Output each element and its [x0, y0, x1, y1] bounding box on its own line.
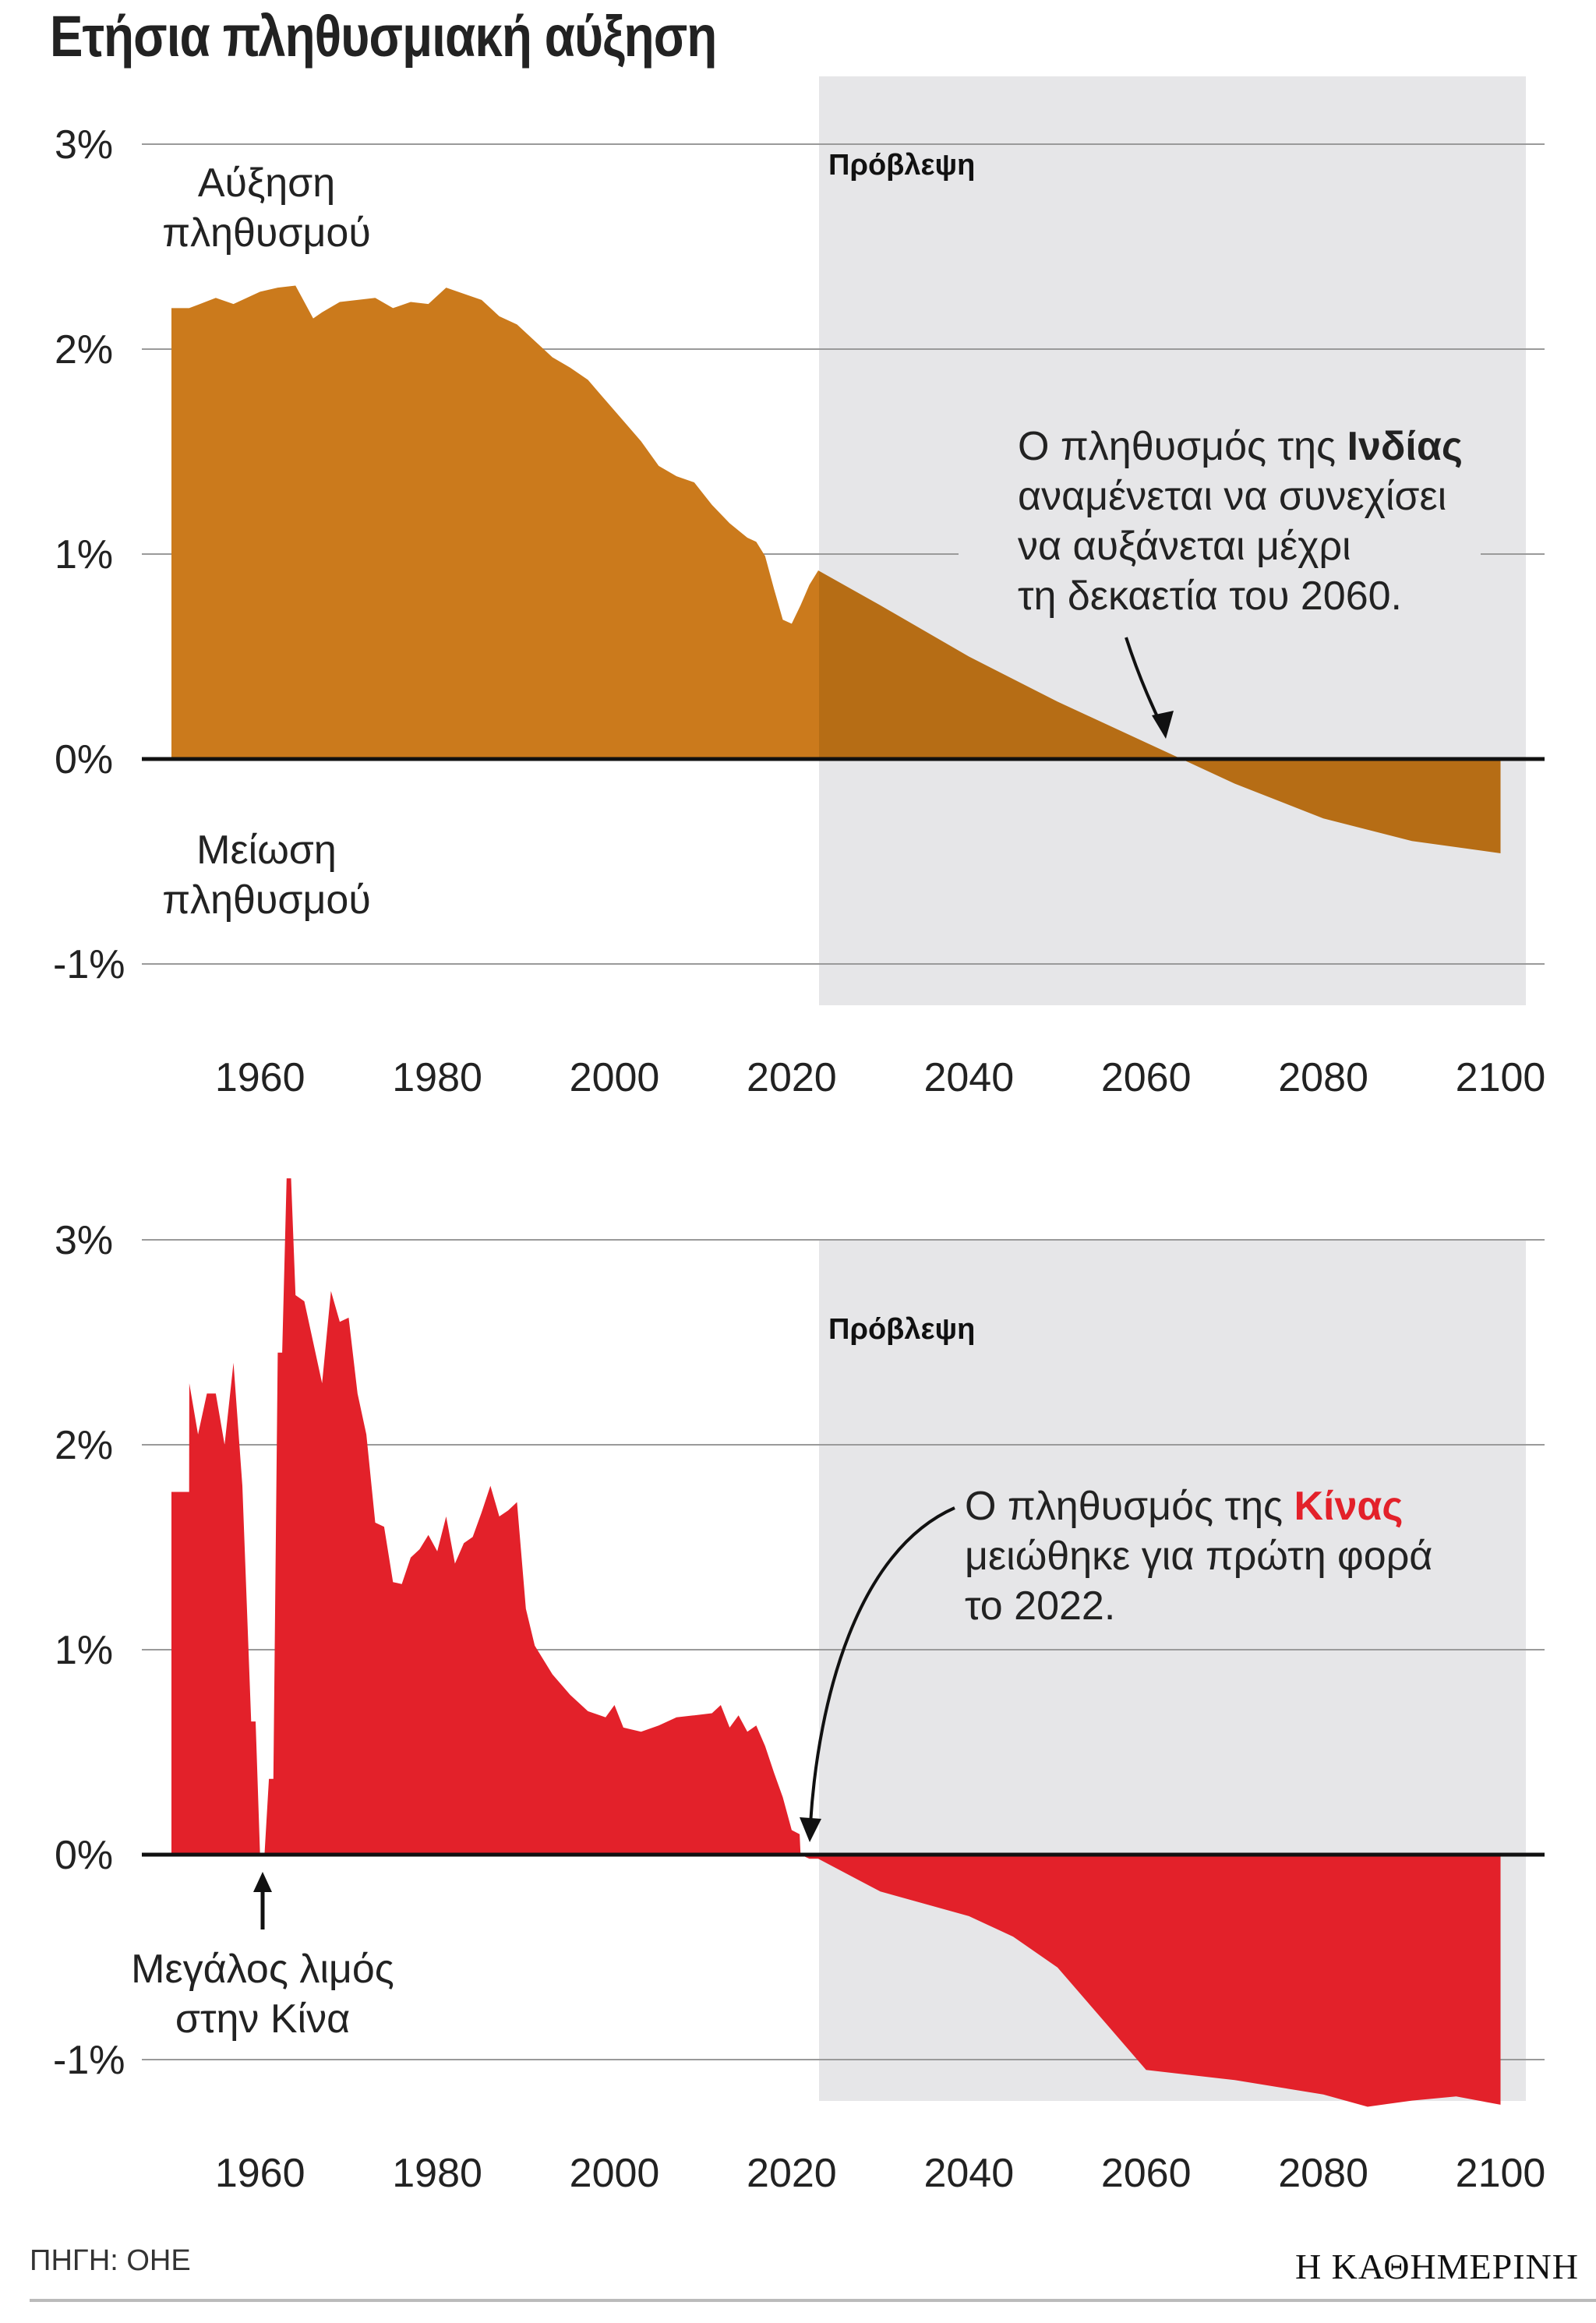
x-tick-label: 2020 — [747, 2151, 837, 2196]
arrow-head — [253, 1872, 272, 1892]
y-tick-label: 0% — [55, 737, 113, 782]
annotation-highlight-india: Ινδίας — [1347, 424, 1463, 469]
annotation-line: το 2022. — [965, 1583, 1115, 1629]
y-tick-label: 0% — [55, 1833, 113, 1878]
x-tick-label: 2040 — [923, 2151, 1014, 2196]
y-tick-label: 2% — [55, 1423, 113, 1468]
brand-logo: Η ΚΑΘΗΜΕΡΙΝΗ — [1294, 2247, 1579, 2286]
x-tick-label: 2020 — [747, 1055, 837, 1100]
india-chart: Πρόβλεψη 3% 2% 1% 0% -1% 1960 1980 2000 2020 2040 2… — [53, 76, 1545, 1100]
decline-label: πληθυσμού — [162, 877, 371, 923]
x-tick-label: 2000 — [570, 2151, 660, 2196]
x-tick-label: 2060 — [1101, 1055, 1192, 1100]
x-tick-label: 2000 — [570, 1055, 660, 1100]
annotation-arrow — [809, 1506, 955, 1824]
annotation-line: τη δεκαετία του 2060. — [1018, 574, 1402, 619]
y-tick-label: -1% — [53, 2038, 125, 2083]
arrow-head — [800, 1817, 821, 1842]
annotation-line: Ο πληθυσμός της Ινδίας — [1018, 424, 1463, 469]
famine-label: Μεγάλος λιμός — [131, 1947, 394, 1992]
annotation-line: Ο πληθυσμός της Κίνας — [965, 1484, 1403, 1529]
x-tick-label: 2060 — [1101, 2151, 1192, 2196]
china-chart: Πρόβλεψη 3% 2% 1% 0% -1% 1960 1980 2000 2020 2040 2… — [53, 1178, 1545, 2196]
decline-label: Μείωση — [196, 828, 337, 873]
india-growth-area-historical — [171, 285, 819, 759]
chart-title: Ετήσια πληθυσμιακή αύξηση — [50, 4, 717, 69]
x-tick-label: 2100 — [1456, 2151, 1546, 2196]
y-tick-label: 1% — [55, 532, 113, 577]
x-tick-label: 2080 — [1278, 1055, 1368, 1100]
x-tick-label: 1980 — [392, 2151, 482, 2196]
growth-label: πληθυσμού — [162, 210, 371, 256]
annotation-text: Ο πληθυσμός της — [965, 1484, 1294, 1529]
y-tick-label: -1% — [53, 942, 125, 987]
y-tick-label: 3% — [55, 122, 113, 168]
annotation-line: να αυξάνεται μέχρι — [1018, 524, 1351, 569]
growth-label: Αύξηση — [198, 161, 335, 206]
forecast-label: Πρόβλεψη — [828, 1313, 975, 1346]
source-note: ΠΗΓΗ: ΟΗΕ — [30, 2244, 191, 2277]
annotation-highlight-china: Κίνας — [1294, 1484, 1404, 1529]
arrow-head — [1152, 711, 1174, 739]
x-tick-label: 2080 — [1278, 2151, 1368, 2196]
forecast-label: Πρόβλεψη — [828, 149, 975, 182]
annotation-line: αναμένεται να συνεχίσει — [1018, 474, 1446, 519]
x-tick-label: 2040 — [923, 1055, 1014, 1100]
india-growth-area-forecast — [819, 570, 1501, 853]
x-tick-label: 1960 — [215, 2151, 305, 2196]
x-tick-label: 2100 — [1456, 1055, 1546, 1100]
china-growth-area — [171, 1178, 1501, 2107]
famine-label: στην Κίνα — [175, 1996, 350, 2042]
bottom-rule — [30, 2299, 1596, 2302]
annotation-bg — [959, 538, 1481, 584]
annotation-line: μειώθηκε για πρώτη φορά — [965, 1534, 1432, 1579]
x-tick-label: 1980 — [392, 1055, 482, 1100]
y-tick-label: 2% — [55, 327, 113, 372]
y-tick-label: 3% — [55, 1218, 113, 1263]
y-tick-label: 1% — [55, 1628, 113, 1673]
x-tick-label: 1960 — [215, 1055, 305, 1100]
annotation-text: Ο πληθυσμός της — [1018, 424, 1347, 469]
